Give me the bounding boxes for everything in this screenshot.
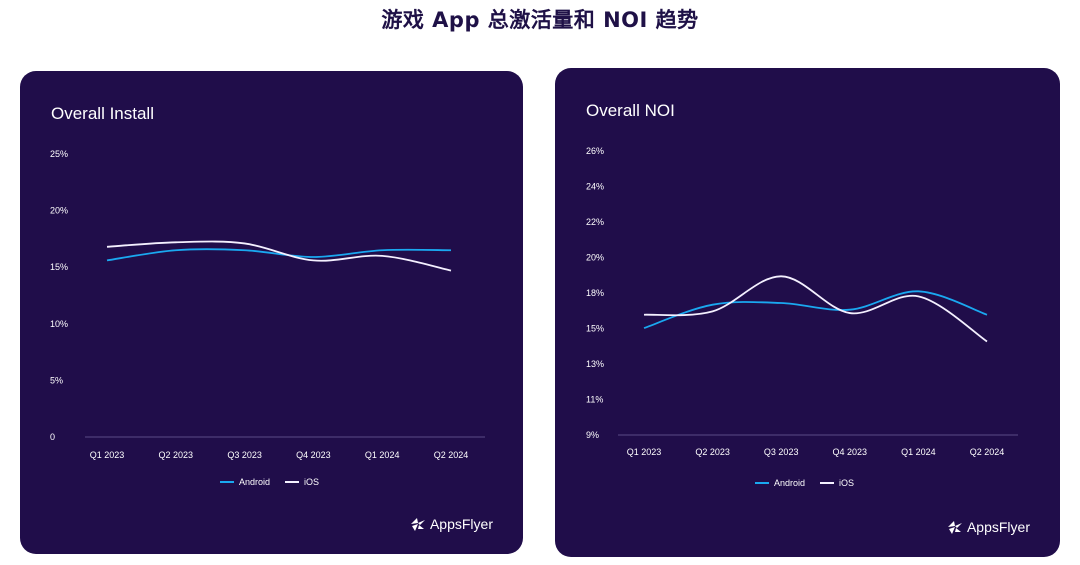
appsflyer-logo-icon [409,516,427,532]
x-tick-label: Q2 2023 [159,450,194,460]
appsflyer-logo-icon [946,519,964,535]
appsflyer-logo: AppsFlyer [409,516,493,532]
noi-chart: 9% 11% 13% 15% 18% 20% 22% 24% 26% Q1 2023 Q2 2023… [555,68,1060,557]
brand-name: AppsFlyer [967,519,1030,535]
y-tick-label: 20% [50,206,68,216]
y-tick-label: 18% [586,288,604,298]
y-tick-label: 24% [586,182,604,192]
install-chart-card: Overall Install 0 5% 10% 15% 20% 25% Q1 2023 Q2… [20,71,523,554]
legend-label: iOS [839,478,854,488]
y-tick-label: 26% [586,146,604,156]
y-tick-label: 20% [586,253,604,263]
x-tick-label: Q2 2023 [695,447,730,457]
series-line-ios [107,242,451,271]
y-tick-label: 9% [586,430,599,440]
install-chart: 0 5% 10% 15% 20% 25% Q1 2023 Q2 2023 Q3 2023 Q4 2… [20,71,523,554]
y-tick-label: 10% [50,319,68,329]
y-tick-label: 0 [50,432,55,442]
x-tick-label: Q4 2023 [296,450,331,460]
legend-label: Android [774,478,805,488]
x-tick-label: Q4 2023 [833,447,868,457]
y-tick-label: 13% [586,359,604,369]
x-tick-label: Q1 2023 [627,447,662,457]
noi-chart-card: Overall NOI 9% 11% 13% 15% 18% 20% 22% 24% 26% Q1… [555,68,1060,557]
x-tick-label: Q1 2023 [90,450,125,460]
brand-name: AppsFlyer [430,516,493,532]
x-tick-label: Q2 2024 [434,450,469,460]
x-tick-label: Q3 2023 [227,450,262,460]
x-tick-label: Q3 2023 [764,447,799,457]
y-tick-label: 15% [50,262,68,272]
x-tick-label: Q1 2024 [901,447,936,457]
legend-label: Android [239,477,270,487]
y-tick-label: 22% [586,217,604,227]
page-title: 游戏 App 总激活量和 NOI 趋势 [0,4,1080,34]
x-tick-label: Q1 2024 [365,450,400,460]
appsflyer-logo: AppsFlyer [946,519,1030,535]
y-tick-label: 15% [586,324,604,334]
y-tick-label: 25% [50,149,68,159]
y-tick-label: 11% [586,395,603,405]
legend-label: iOS [304,477,319,487]
x-tick-label: Q2 2024 [970,447,1005,457]
series-line-android [644,291,987,328]
y-tick-label: 5% [50,375,63,385]
